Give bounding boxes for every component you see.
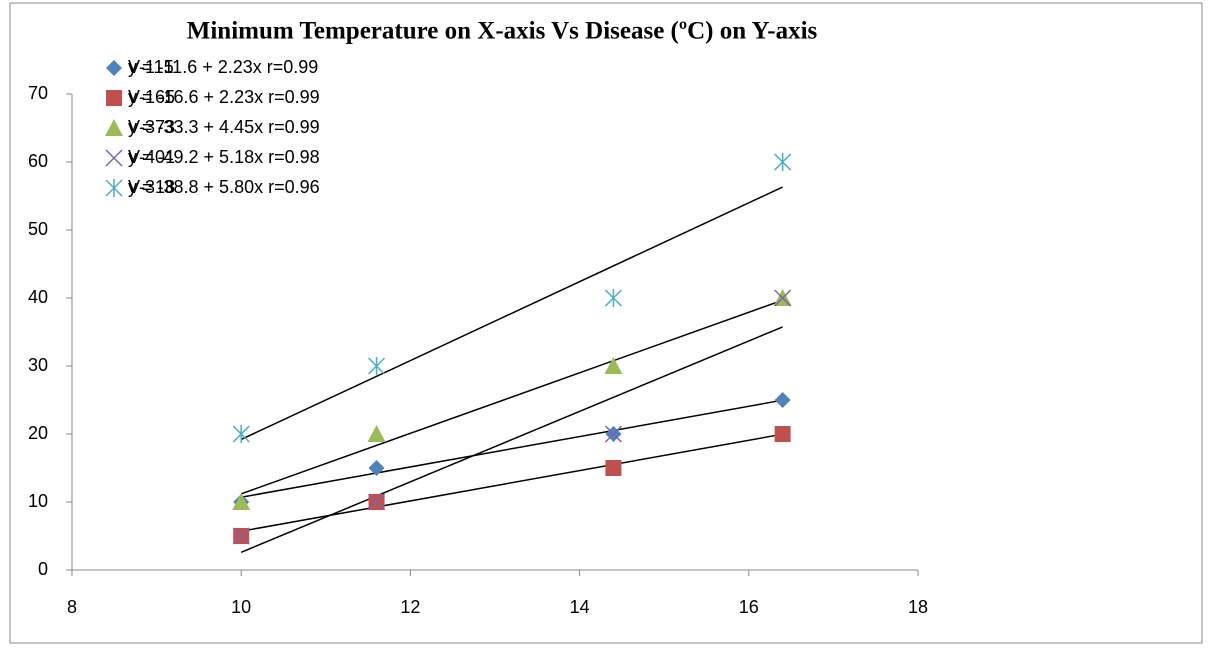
legend-marker (105, 179, 123, 197)
y-tick-label: 50 (28, 219, 48, 239)
x-tick-label: 18 (908, 597, 928, 617)
y-tick-label: 0 (38, 559, 48, 579)
trendline (240, 299, 783, 495)
point (774, 289, 792, 307)
legend-label: V-318 (128, 177, 175, 197)
y-tick-label: 40 (28, 287, 48, 307)
point (774, 426, 791, 442)
y-tick-label: 60 (28, 151, 48, 171)
x-tick-label: 16 (739, 597, 759, 617)
trendline-equation: y = -38.8 + 5.80x r=0.96 (128, 177, 320, 197)
point (604, 289, 622, 307)
trendline-equation: y = -16.6 + 2.23x r=0.99 (128, 87, 320, 107)
legend-label: V-115 (128, 57, 174, 77)
x-tick-label: 14 (570, 597, 590, 617)
point (774, 392, 791, 408)
legend-marker (105, 149, 123, 167)
y-tick-label: 10 (28, 491, 48, 511)
trendline (240, 326, 783, 554)
point (604, 425, 622, 443)
legend-label: V-401 (128, 147, 175, 167)
point (368, 357, 386, 375)
point (232, 425, 250, 443)
legend-marker (105, 119, 123, 136)
point (368, 493, 386, 511)
point (368, 460, 385, 476)
chart-title: Minimum Temperature on X-axis Vs Disease… (187, 18, 818, 45)
legend-label: V-165 (128, 87, 175, 107)
trendline-equation: y = -49.2 + 5.18x r=0.98 (128, 147, 320, 167)
legend-label: V-373 (128, 117, 175, 137)
trendline-equation: y = -33.3 + 4.45x r=0.99 (128, 117, 320, 137)
y-tick-label: 30 (28, 355, 48, 375)
x-tick-label: 10 (231, 597, 251, 617)
trendline-equation: y = -11.6 + 2.23x r=0.99 (128, 57, 318, 77)
y-tick-label: 20 (28, 423, 48, 443)
chart-border (9, 2, 1203, 644)
point (774, 153, 792, 171)
x-tick-label: 12 (400, 597, 420, 617)
point (232, 527, 250, 545)
y-tick-label: 70 (28, 83, 48, 103)
point (232, 493, 251, 510)
x-tick-label: 8 (67, 597, 77, 617)
point (604, 357, 623, 374)
legend-marker (106, 60, 122, 76)
trendline (241, 399, 783, 498)
point (605, 460, 622, 476)
trendline (240, 186, 783, 441)
point (367, 425, 386, 442)
legend-marker (106, 90, 122, 106)
